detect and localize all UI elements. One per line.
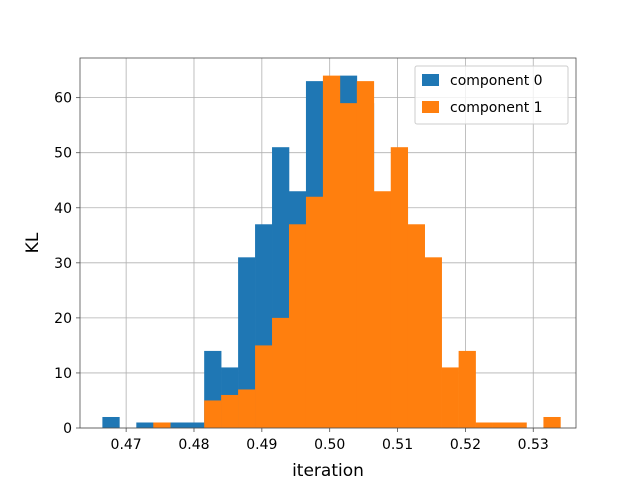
y-tick-label: 10 bbox=[54, 366, 72, 382]
histogram-bar bbox=[238, 389, 256, 428]
x-tick-label: 0.48 bbox=[178, 437, 209, 453]
histogram-bar bbox=[492, 422, 510, 428]
histogram-bar bbox=[475, 422, 493, 428]
histogram-bar bbox=[509, 422, 527, 428]
histogram-bar bbox=[102, 416, 120, 428]
x-tick-label: 0.53 bbox=[518, 437, 549, 453]
y-tick-label: 40 bbox=[54, 201, 72, 217]
y-tick-label: 0 bbox=[63, 421, 72, 437]
plot-frame bbox=[79, 57, 577, 429]
histogram-bar bbox=[204, 400, 222, 428]
histogram-bar bbox=[221, 394, 239, 428]
histogram-bar bbox=[170, 422, 188, 428]
x-tick-label: 0.50 bbox=[314, 437, 345, 453]
x-tick-label: 0.49 bbox=[246, 437, 277, 453]
histogram-bar bbox=[238, 257, 256, 428]
histogram-bar bbox=[441, 367, 459, 428]
legend-swatch-component-1 bbox=[422, 101, 439, 113]
histogram-bar bbox=[288, 224, 307, 428]
histogram-bar bbox=[136, 422, 154, 428]
y-tick-label: 30 bbox=[54, 256, 72, 272]
x-tick-label: 0.51 bbox=[382, 437, 413, 453]
legend-swatch-component-0 bbox=[422, 74, 439, 86]
histogram-bars bbox=[102, 75, 561, 429]
histogram-bar bbox=[390, 147, 409, 429]
histogram-bar bbox=[424, 257, 442, 428]
histogram-bar bbox=[153, 422, 171, 428]
histogram-bar bbox=[272, 317, 290, 428]
legend-label-component-1: component 1 bbox=[450, 100, 543, 116]
histogram-bar bbox=[356, 81, 375, 428]
histogram-bar bbox=[339, 103, 358, 429]
histogram-bar bbox=[543, 416, 561, 428]
histogram-bar bbox=[373, 191, 392, 428]
series-1-bars bbox=[153, 75, 561, 429]
histogram-bar bbox=[187, 422, 205, 428]
y-tick-label: 20 bbox=[54, 311, 72, 327]
legend-label-component-0: component 0 bbox=[450, 73, 543, 89]
legend: component 0 component 1 bbox=[414, 65, 569, 125]
histogram-bar bbox=[255, 345, 273, 428]
x-tick-label: 0.52 bbox=[450, 437, 481, 453]
x-axis-label: iteration bbox=[292, 461, 364, 480]
y-tick-label: 50 bbox=[54, 146, 72, 162]
axis-ticks: 0.47 0.48 0.49 0.50 0.51 0.52 0.53 0 10 20 30 40 50 6… bbox=[54, 91, 549, 453]
histogram-bar bbox=[322, 75, 341, 428]
legend-box bbox=[414, 65, 569, 125]
histogram-bar bbox=[305, 196, 324, 428]
y-axis-label: KL bbox=[23, 232, 43, 253]
y-tick-label: 60 bbox=[54, 91, 72, 107]
histogram-bar bbox=[407, 224, 425, 428]
x-tick-label: 0.47 bbox=[111, 437, 142, 453]
histogram-bar bbox=[458, 350, 476, 428]
